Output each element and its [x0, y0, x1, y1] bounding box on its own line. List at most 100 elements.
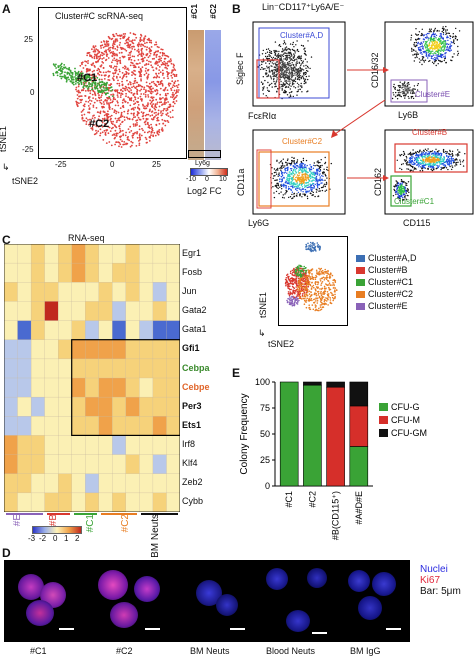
tsne-point-c2 — [116, 91, 119, 94]
tsne-point-c2 — [157, 130, 160, 133]
tsne-point-c2 — [131, 141, 134, 144]
facs-event — [446, 161, 448, 164]
tsne-point-c2 — [80, 101, 82, 104]
tsne-point-c2 — [120, 34, 123, 37]
facs-event — [285, 192, 287, 194]
facs-event — [305, 179, 307, 182]
tsne-point-c2 — [102, 57, 105, 59]
facs-event — [279, 74, 281, 77]
facs-event — [268, 84, 270, 87]
facs-event — [278, 55, 281, 57]
facs-event — [291, 55, 293, 57]
facs-event — [402, 199, 404, 202]
tsne-point-c2 — [160, 63, 163, 66]
tsne-point-c2 — [153, 53, 156, 56]
facs-event — [280, 83, 282, 86]
tsne-point-c2 — [127, 128, 130, 130]
facs-event — [274, 54, 276, 57]
tsne-b-point — [309, 244, 312, 246]
tsne-point-c2 — [122, 35, 125, 38]
tsne-point-c2 — [116, 34, 119, 37]
tsne-point-c2 — [103, 40, 106, 43]
facs-event — [437, 44, 439, 46]
facs-event — [418, 48, 420, 50]
tsne-point-c2 — [155, 76, 158, 79]
facs-event — [409, 164, 411, 167]
tsne-point-c2 — [93, 64, 96, 67]
tsne-b-point — [300, 288, 303, 290]
tsne-point-c2 — [96, 69, 99, 72]
facs-event — [395, 91, 397, 94]
tsne-b-point — [316, 302, 319, 304]
facs-event — [320, 182, 322, 184]
facs-event — [295, 62, 297, 64]
tsne-point-c1 — [74, 83, 77, 85]
facs-event — [286, 68, 289, 70]
facs-event — [267, 48, 270, 50]
tsne-point-c2 — [124, 87, 126, 90]
facs-event — [281, 196, 284, 199]
facs-event — [407, 164, 409, 166]
tsne-point-c2 — [115, 135, 118, 137]
facs-event — [298, 188, 301, 190]
facs-event — [405, 85, 407, 88]
facs-event — [439, 45, 441, 48]
facs-event — [319, 176, 321, 178]
facs-event — [405, 198, 408, 200]
tsne-point-c2 — [136, 132, 138, 135]
facs-event — [449, 43, 451, 45]
tsne-point-c2 — [112, 33, 115, 36]
facs-event — [264, 55, 267, 58]
facs-event — [308, 190, 310, 192]
facs-event — [324, 162, 326, 165]
tsne-point-c2 — [129, 40, 131, 42]
tsne-point-c2 — [171, 93, 174, 96]
tsne-point-c2 — [132, 85, 135, 88]
tsne-point-c2 — [147, 56, 150, 59]
tsne-point-c2 — [92, 46, 95, 48]
facs-event — [400, 194, 403, 197]
facs-event — [285, 54, 288, 57]
facs-event — [431, 150, 434, 152]
tsne-b-point — [291, 285, 294, 288]
facs-event — [285, 190, 288, 193]
tsne-point-c2 — [138, 42, 140, 44]
facs-event — [281, 163, 284, 165]
tsne-point-c2 — [150, 101, 153, 104]
tsne-point-c2 — [129, 104, 132, 107]
facs-event — [294, 164, 296, 166]
facs-event — [302, 191, 304, 193]
tsne-point-c2 — [145, 54, 148, 57]
facs-event — [434, 36, 436, 38]
tsne-point-c2 — [101, 44, 104, 47]
facs-event — [301, 171, 303, 173]
tsne-point-c2 — [118, 70, 121, 73]
facs-event — [302, 69, 305, 71]
tsne-point-c2 — [153, 57, 155, 60]
tsne-point-c2 — [154, 108, 157, 111]
facs-event — [440, 50, 442, 52]
tsne-b-point — [302, 292, 304, 295]
facs-event — [462, 165, 465, 167]
tsne-point-c2 — [140, 70, 143, 72]
facs-event — [274, 51, 276, 53]
tsne-point-c2 — [122, 37, 125, 39]
tsne-point-c2 — [158, 46, 160, 49]
tsne-point-c2 — [87, 60, 89, 62]
tsne-point-c2 — [165, 109, 168, 112]
tsne-point-c2 — [147, 63, 150, 66]
facs-event — [307, 78, 309, 81]
facs-event — [291, 67, 293, 69]
tsne-point-c1 — [87, 76, 90, 79]
tsne-point-c1 — [102, 90, 105, 93]
facs-event — [286, 94, 289, 96]
facs-event — [421, 170, 424, 172]
facs-event — [293, 193, 295, 195]
tsne-b-point — [308, 293, 311, 295]
facs-event — [302, 182, 305, 184]
facs-event — [284, 91, 286, 93]
tsne-point-c2 — [126, 88, 129, 91]
facs-event — [425, 53, 428, 56]
facs-event — [296, 94, 298, 96]
tsne-point-c2 — [104, 131, 107, 134]
